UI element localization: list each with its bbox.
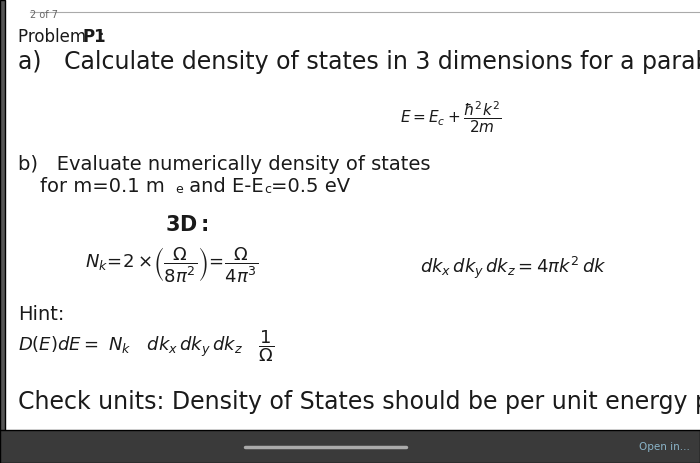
Text: a)   Calculate density of states in 3 dimensions for a parabolic dispersion: a) Calculate density of states in 3 dime… [18, 50, 700, 74]
Text: $N_k\!=\!2\times\!\left(\dfrac{\Omega}{8\pi^2}\right)\!=\!\dfrac{\Omega}{4\pi^3}: $N_k\!=\!2\times\!\left(\dfrac{\Omega}{8… [85, 245, 258, 284]
Text: Open in...: Open in... [638, 442, 690, 451]
Text: e: e [175, 183, 183, 196]
Text: Check units: Density of States should be per unit energy per unit volume: Check units: Density of States should be… [18, 390, 700, 414]
Text: $dk_x\,dk_y\,dk_z = 4\pi k^2\,dk$: $dk_x\,dk_y\,dk_z = 4\pi k^2\,dk$ [420, 255, 606, 282]
Text: Hint:: Hint: [18, 305, 64, 324]
FancyBboxPatch shape [0, 430, 700, 463]
Text: and E-E: and E-E [183, 177, 264, 196]
Text: b)   Evaluate numerically density of states: b) Evaluate numerically density of state… [18, 155, 430, 174]
Text: $E = E_c + \dfrac{\hbar^2 k^2}{2m}$: $E = E_c + \dfrac{\hbar^2 k^2}{2m}$ [400, 100, 501, 136]
Text: P1: P1 [82, 28, 106, 46]
Text: =0.5 eV: =0.5 eV [271, 177, 350, 196]
Text: $\mathbf{3D:}$: $\mathbf{3D:}$ [165, 215, 209, 235]
Text: Problem: Problem [18, 28, 92, 46]
FancyBboxPatch shape [0, 0, 5, 463]
Text: 2 of 7: 2 of 7 [30, 10, 58, 20]
Text: :: : [99, 28, 105, 46]
Text: $D(E)dE = \ N_k \quad dk_x\,dk_y\,dk_z \quad \dfrac{1}{\Omega}$: $D(E)dE = \ N_k \quad dk_x\,dk_y\,dk_z \… [18, 328, 274, 363]
Text: for m=0.1 m: for m=0.1 m [40, 177, 164, 196]
Text: c: c [264, 183, 271, 196]
